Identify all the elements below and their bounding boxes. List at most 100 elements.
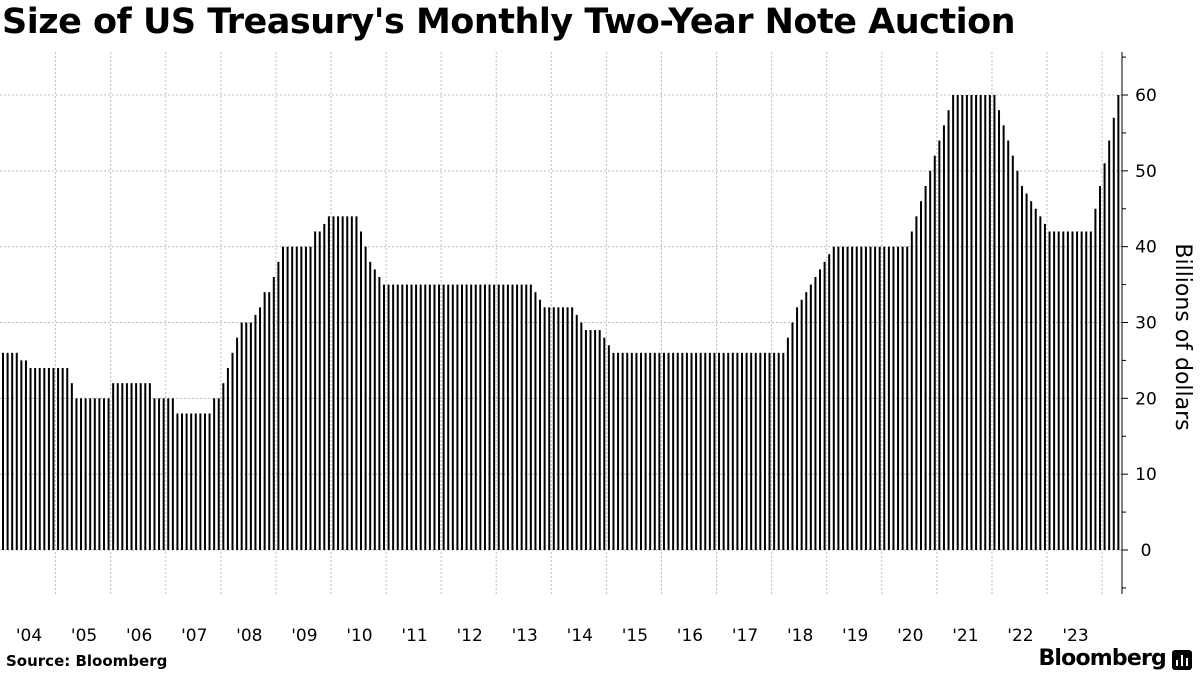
x-tick-label: '08 — [236, 626, 262, 646]
x-tick-label: '15 — [622, 626, 648, 646]
bar — [231, 352, 234, 550]
bar — [1080, 231, 1083, 550]
bar — [640, 352, 643, 550]
bar — [901, 246, 904, 551]
bar — [906, 246, 909, 551]
bar — [685, 352, 688, 550]
bar — [984, 95, 987, 550]
bar — [461, 284, 463, 550]
bar — [24, 360, 27, 550]
bar — [139, 383, 142, 550]
bar — [851, 246, 854, 551]
bar — [153, 398, 156, 550]
bar — [286, 246, 289, 551]
bar — [529, 284, 532, 550]
bar — [561, 307, 564, 550]
bar — [1089, 231, 1092, 550]
bar — [658, 352, 661, 550]
bar — [869, 246, 872, 551]
bar — [80, 398, 83, 550]
bar — [961, 95, 964, 550]
bar — [181, 413, 184, 550]
bar — [428, 284, 431, 550]
y-axis: 0 10 20 30 40 50 60 — [1121, 52, 1157, 594]
x-tick-label: '12 — [456, 626, 482, 646]
bar — [662, 352, 665, 550]
bar — [777, 352, 780, 550]
bar — [690, 352, 693, 550]
bar — [474, 284, 477, 550]
bar — [635, 352, 638, 550]
x-tick-label: '13 — [512, 626, 538, 646]
bar — [630, 352, 633, 550]
bar — [249, 322, 252, 550]
bar — [763, 352, 766, 550]
bar — [442, 284, 445, 550]
brand-logo: Bloomberg — [1038, 646, 1166, 671]
bar — [860, 246, 863, 551]
bar — [171, 398, 174, 550]
bar — [754, 352, 757, 550]
bar — [1039, 216, 1042, 550]
bar — [543, 307, 546, 550]
bar — [304, 246, 307, 551]
y-tick-label: 30 — [1135, 314, 1157, 334]
bar — [1066, 231, 1069, 550]
x-tick-label: '23 — [1062, 626, 1088, 646]
bar — [43, 368, 46, 550]
bar — [800, 299, 803, 550]
bar — [699, 352, 702, 550]
bar — [162, 398, 165, 550]
bar — [1007, 140, 1010, 550]
bar — [135, 383, 138, 550]
bar — [438, 284, 441, 550]
bloomberg-terminal-icon — [1172, 650, 1192, 670]
bar — [557, 307, 560, 550]
bar — [841, 246, 844, 551]
bar — [731, 352, 734, 550]
bar — [281, 246, 284, 551]
bar — [29, 368, 32, 550]
bar — [268, 292, 271, 550]
bar — [548, 307, 551, 550]
bar — [837, 246, 840, 551]
bar — [676, 352, 679, 550]
bar — [1016, 170, 1019, 550]
bar — [213, 398, 216, 550]
bar — [1043, 223, 1046, 551]
bar — [571, 307, 574, 550]
y-tick-label: 10 — [1135, 465, 1157, 485]
bar — [1103, 163, 1106, 550]
y-tick-label: 20 — [1135, 389, 1157, 409]
bar — [102, 398, 105, 550]
bar — [814, 277, 817, 550]
bar — [112, 383, 115, 550]
bar — [332, 216, 335, 550]
bar — [360, 231, 363, 550]
x-tick-label: '17 — [732, 626, 758, 646]
bar — [938, 140, 941, 550]
bar — [644, 352, 647, 550]
bar — [970, 95, 973, 550]
bar — [387, 284, 390, 550]
bar — [309, 246, 312, 551]
bar — [975, 95, 978, 550]
bar — [144, 383, 147, 550]
bar — [314, 231, 317, 550]
x-tick-label: '09 — [291, 626, 317, 646]
bar — [217, 398, 220, 550]
bar — [897, 246, 900, 551]
bar — [988, 95, 991, 550]
bar — [942, 125, 945, 550]
bar — [502, 284, 505, 550]
bar — [1076, 231, 1079, 550]
bar — [70, 383, 73, 550]
bar — [883, 246, 886, 551]
bar — [878, 246, 881, 551]
bar — [607, 345, 610, 550]
bar — [575, 314, 578, 550]
bar — [612, 352, 615, 550]
bar — [832, 246, 835, 551]
bar — [300, 246, 303, 551]
